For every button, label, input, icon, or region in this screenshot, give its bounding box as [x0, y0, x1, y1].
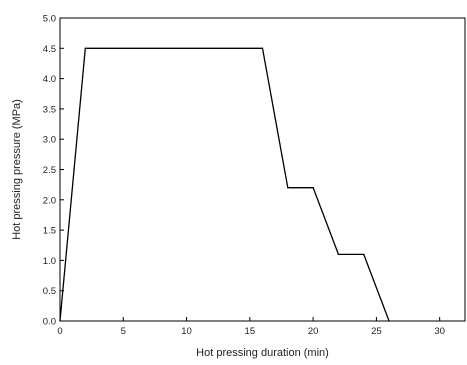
y-tick-label: 1.0 — [43, 256, 56, 267]
x-tick-label: 10 — [181, 326, 192, 337]
y-tick-label: 0.5 — [43, 286, 56, 297]
y-tick-label: 1.5 — [43, 226, 56, 237]
x-tick-label: 0 — [57, 326, 62, 337]
series-line — [59, 47, 390, 322]
y-tick-label: 5.0 — [43, 14, 56, 25]
y-axis-title: Hot pressing pressure (MPa) — [11, 99, 23, 240]
x-tick-label: 20 — [308, 326, 319, 337]
data-point — [312, 187, 314, 189]
x-tick-label: 25 — [371, 326, 382, 337]
data-point — [261, 47, 264, 49]
y-tick-label: 2.0 — [43, 195, 56, 206]
y-tick-label: 4.5 — [43, 44, 56, 55]
data-point — [287, 187, 289, 189]
y-tick-label: 3.5 — [43, 104, 56, 115]
plot-area-frame — [59, 17, 466, 322]
data-point — [337, 253, 340, 255]
data-point — [84, 47, 86, 49]
x-tick-label: 30 — [434, 326, 445, 337]
y-axis-ticks: 0.0 0.5 1.0 1.5 2.0 2.5 3.0 3.5 4.0 4.5 5.0 — [43, 14, 64, 328]
x-axis-title: Hot pressing duration (min) — [196, 347, 329, 359]
y-tick-label: 0.0 — [43, 317, 56, 328]
data-point — [363, 253, 365, 255]
y-tick-label: 2.5 — [43, 165, 56, 176]
y-tick-label: 3.0 — [43, 135, 56, 146]
series-layer — [59, 47, 390, 322]
y-tick-label: 4.0 — [43, 74, 56, 85]
x-axis-ticks: 0 5 10 15 20 25 30 — [57, 317, 445, 337]
x-tick-label: 5 — [121, 326, 126, 337]
x-tick-label: 15 — [245, 326, 256, 337]
